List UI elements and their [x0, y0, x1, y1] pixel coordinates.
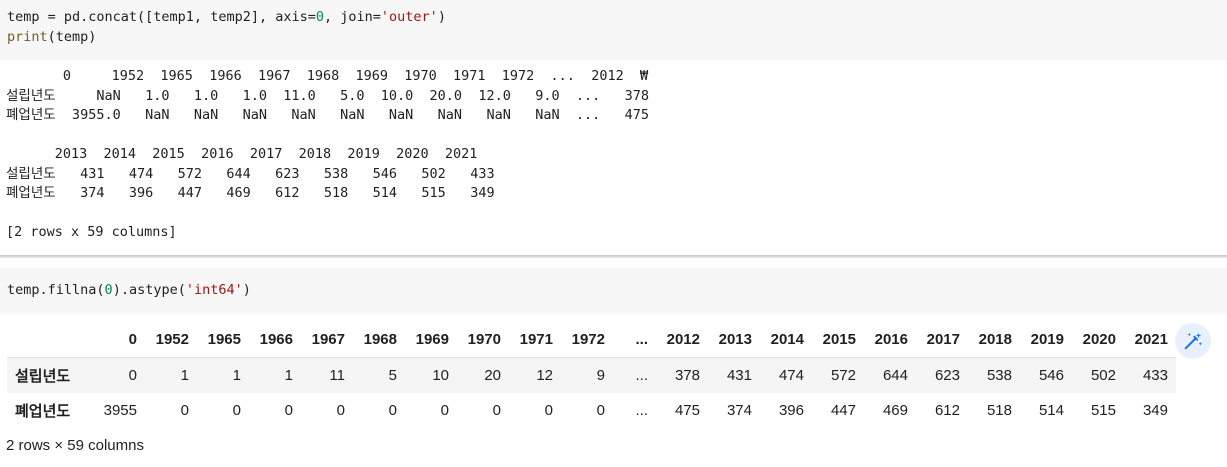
column-header: 1972 [561, 322, 613, 358]
table-cell: 0 [197, 393, 249, 428]
magic-wand-button[interactable] [1175, 323, 1211, 359]
table-row: 설립년도 0 1 1 1 11 5 10 20 12 9... 378 431 474 572 644 623 5… [7, 358, 1176, 394]
table-cell: 5 [353, 358, 405, 394]
dataframe-table: 0 1952 1965 1966 1967 1968 1969 1970 1971 1972...… [7, 322, 1176, 428]
cell-divider [0, 255, 1227, 258]
code-token: 0 [105, 282, 113, 298]
table-cell: 0 [457, 393, 509, 428]
table-cell: 0 [353, 393, 405, 428]
table-cell: 3955 [93, 393, 145, 428]
table-cell: 538 [968, 358, 1020, 394]
table-cell: 1 [197, 358, 249, 394]
index-header-corner [7, 322, 93, 358]
code-line: temp = pd.concat([temp1, temp2], axis=0,… [7, 7, 446, 27]
column-header: 2015 [812, 322, 864, 358]
column-header: 0 [93, 322, 145, 358]
column-header: 2016 [864, 322, 916, 358]
table-cell: 374 [708, 393, 760, 428]
column-header: 1968 [353, 322, 405, 358]
column-header: 1966 [249, 322, 301, 358]
row-index-label: 설립년도 [7, 358, 93, 394]
column-header: 1952 [145, 322, 197, 358]
table-cell: 0 [405, 393, 457, 428]
table-cell: 518 [968, 393, 1020, 428]
table-cell: 474 [760, 358, 812, 394]
code-token: 'int64' [186, 282, 243, 298]
table-cell: 1 [145, 358, 197, 394]
magic-wand-icon [1182, 330, 1204, 352]
table-cell: 447 [812, 393, 864, 428]
column-header: 2012 [656, 322, 708, 358]
table-cell: 378 [656, 358, 708, 394]
column-header: 2020 [1072, 322, 1124, 358]
table-cell: 0 [301, 393, 353, 428]
code-token: 0 [316, 9, 324, 25]
code-token: print [7, 29, 48, 45]
table-row: 폐업년도 3955 0 0 0 0 0 0 0 0 0... 475 374 396 447 469 612 51… [7, 393, 1176, 428]
code-cell-1[interactable]: temp = pd.concat([temp1, temp2], axis=0,… [0, 0, 1227, 60]
column-header: 1965 [197, 322, 249, 358]
code-token: temp.fillna( [7, 282, 105, 298]
table-cell: 431 [708, 358, 760, 394]
table-cell: 469 [864, 393, 916, 428]
table-cell: 514 [1020, 393, 1072, 428]
table-cell: 0 [561, 393, 613, 428]
table-cell: 0 [509, 393, 561, 428]
table-header-row: 0 1952 1965 1966 1967 1968 1969 1970 1971 1972...… [7, 322, 1176, 358]
dataframe-shape: 2 rows × 59 columns [6, 437, 144, 454]
table-cell: 502 [1072, 358, 1124, 394]
table-cell: 10 [405, 358, 457, 394]
column-header: 2017 [916, 322, 968, 358]
row-index-label: 폐업년도 [7, 393, 93, 428]
table-cell: 515 [1072, 393, 1124, 428]
column-header: ... [613, 322, 656, 358]
table-cell: 12 [509, 358, 561, 394]
table-cell: 0 [145, 393, 197, 428]
code-token: ).astype( [113, 282, 186, 298]
code-token: ) [243, 282, 251, 298]
code-token: temp = pd.concat([temp1, temp2], axis= [7, 9, 316, 25]
column-header: 2013 [708, 322, 760, 358]
table-cell: 1 [249, 358, 301, 394]
code-token: (temp) [48, 29, 97, 45]
table-cell: 11 [301, 358, 353, 394]
table-cell: 349 [1124, 393, 1176, 428]
column-header: 1967 [301, 322, 353, 358]
column-header: 1971 [509, 322, 561, 358]
column-header: 2019 [1020, 322, 1072, 358]
code-line: temp.fillna(0).astype('int64') [7, 280, 251, 300]
table-cell: 546 [1020, 358, 1072, 394]
table-cell: 644 [864, 358, 916, 394]
table-cell: 9 [561, 358, 613, 394]
code-cell-2[interactable]: temp.fillna(0).astype('int64') [0, 268, 1227, 314]
table-cell: 623 [916, 358, 968, 394]
column-header: 2021 [1124, 322, 1176, 358]
table-cell: ... [613, 358, 656, 394]
code-token: , join= [324, 9, 381, 25]
cell-1-output: 0 1952 1965 1966 1967 1968 1969 1970 197… [6, 67, 649, 243]
code-token: ) [438, 9, 446, 25]
table-cell: 396 [760, 393, 812, 428]
table-cell: 433 [1124, 358, 1176, 394]
table-cell: 0 [249, 393, 301, 428]
column-header: 2014 [760, 322, 812, 358]
table-cell: ... [613, 393, 656, 428]
table-cell: 0 [93, 358, 145, 394]
table-cell: 475 [656, 393, 708, 428]
table-cell: 572 [812, 358, 864, 394]
table-cell: 612 [916, 393, 968, 428]
code-token: 'outer' [381, 9, 438, 25]
code-line: print(temp) [7, 27, 96, 47]
column-header: 2018 [968, 322, 1020, 358]
table-cell: 20 [457, 358, 509, 394]
column-header: 1970 [457, 322, 509, 358]
column-header: 1969 [405, 322, 457, 358]
